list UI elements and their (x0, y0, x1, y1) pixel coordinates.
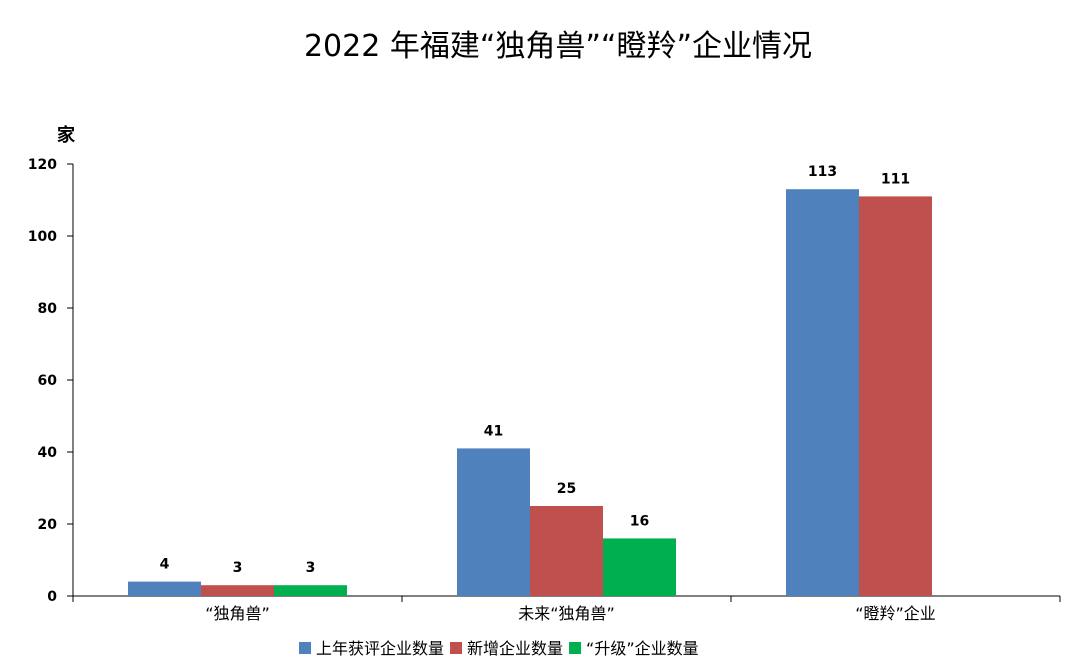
x-category-label: “独角兽” (205, 604, 270, 623)
bar (274, 585, 347, 596)
y-tick-label: 120 (28, 157, 57, 173)
x-category-label: 未来“独角兽” (518, 604, 615, 623)
x-axis-categories: “独角兽” 未来“独角兽” “瞪羚”企业 (72, 596, 1061, 623)
y-tick-label: 0 (47, 589, 57, 605)
y-tick-label: 20 (38, 517, 58, 533)
bar (786, 189, 859, 596)
y-tick-label: 100 (28, 229, 57, 245)
data-label: 4 (160, 557, 170, 573)
y-tick-label: 60 (38, 373, 58, 389)
y-tick-label: 40 (38, 445, 58, 461)
bar (859, 196, 932, 596)
bar (128, 581, 201, 596)
data-label: 3 (306, 560, 316, 576)
bars (128, 189, 932, 596)
legend-label: “升级”企业数量 (586, 639, 699, 658)
data-label: 16 (630, 513, 649, 529)
data-label: 3 (233, 560, 243, 576)
data-label: 41 (484, 423, 503, 439)
legend-swatch (299, 642, 311, 654)
legend-label: 上年获评企业数量 (316, 639, 444, 658)
y-axis-unit-label: 家 (57, 124, 76, 146)
legend: 上年获评企业数量 新增企业数量 “升级”企业数量 (299, 639, 699, 658)
bar (530, 506, 603, 596)
legend-swatch (569, 642, 582, 654)
data-label: 113 (808, 164, 837, 180)
bar (457, 448, 530, 596)
legend-swatch (450, 642, 463, 654)
x-category-label: “瞪羚”企业 (855, 604, 936, 623)
bar (201, 585, 274, 596)
y-axis-ticks: 0 20 40 60 80 100 120 (28, 157, 73, 605)
chart-title: 2022 年福建“独角兽”“瞪羚”企业情况 (304, 29, 812, 64)
data-label: 25 (557, 481, 576, 497)
bar (603, 538, 676, 596)
data-labels: 4 3 3 41 25 16 113 111 (160, 164, 910, 576)
y-tick-label: 80 (38, 301, 58, 317)
data-label: 111 (881, 171, 910, 187)
legend-label: 新增企业数量 (467, 639, 563, 658)
